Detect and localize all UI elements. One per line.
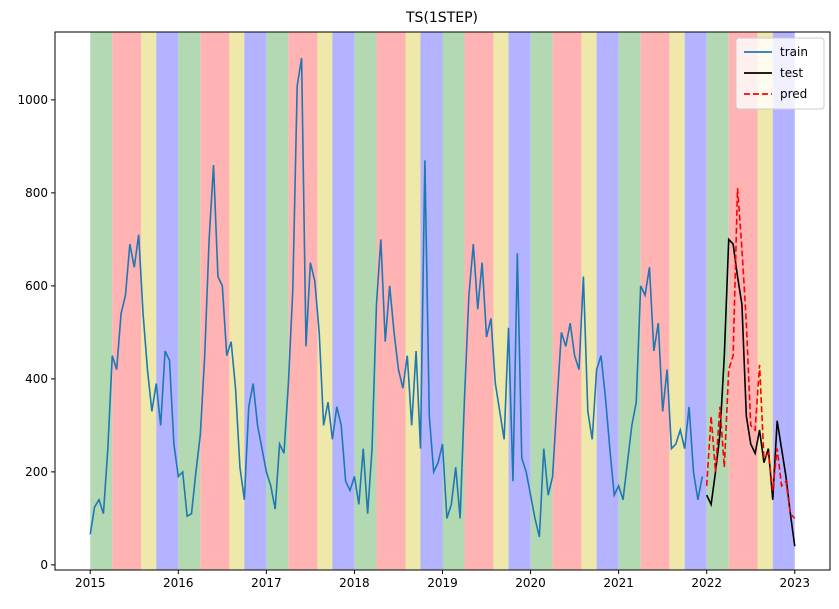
chart-title: TS(1STEP) xyxy=(405,10,478,26)
season-band xyxy=(178,32,201,570)
x-tick-label: 2018 xyxy=(339,576,370,590)
season-band xyxy=(156,32,179,570)
season-band xyxy=(332,32,355,570)
y-tick-label: 400 xyxy=(25,372,48,386)
season-band xyxy=(552,32,582,570)
legend: train test pred xyxy=(735,37,825,110)
series-line xyxy=(705,188,796,519)
season-band xyxy=(508,32,531,570)
x-tick-label: 2016 xyxy=(163,576,194,590)
season-band xyxy=(200,32,230,570)
season-band xyxy=(420,32,443,570)
season-band xyxy=(640,32,670,570)
season-band xyxy=(728,32,758,570)
season-band xyxy=(90,32,113,570)
x-tick-label: 2023 xyxy=(779,576,810,590)
season-band xyxy=(244,32,267,570)
x-tick-label: 2021 xyxy=(603,576,634,590)
legend-label: test xyxy=(780,66,803,80)
season-band xyxy=(141,32,157,570)
x-tick-label: 2019 xyxy=(427,576,458,590)
season-band xyxy=(669,32,685,570)
season-band xyxy=(354,32,377,570)
season-band xyxy=(684,32,707,570)
plot-frame xyxy=(54,31,831,571)
season-band xyxy=(229,32,245,570)
season-band xyxy=(772,32,795,570)
y-tick-label: 0 xyxy=(40,558,48,572)
legend-box xyxy=(735,37,825,110)
season-band xyxy=(596,32,619,570)
season-band xyxy=(618,32,641,570)
legend-label: pred xyxy=(780,87,807,101)
y-tick-label: 200 xyxy=(25,465,48,479)
season-band xyxy=(530,32,553,570)
legend-label: train xyxy=(780,45,808,59)
season-band xyxy=(405,32,421,570)
season-band xyxy=(493,32,509,570)
season-band xyxy=(317,32,333,570)
season-band xyxy=(266,32,289,570)
season-band xyxy=(757,32,773,570)
series-line xyxy=(89,57,704,538)
season-band xyxy=(112,32,142,570)
x-tick-label: 2017 xyxy=(251,576,282,590)
x-tick-label: 2020 xyxy=(515,576,546,590)
y-tick-label: 1000 xyxy=(17,93,48,107)
y-tick-label: 800 xyxy=(25,186,48,200)
season-band xyxy=(442,32,465,570)
season-band xyxy=(706,32,729,570)
series-line xyxy=(705,237,796,547)
x-tick-label: 2022 xyxy=(691,576,722,590)
x-tick-label: 2015 xyxy=(75,576,106,590)
y-tick-label: 600 xyxy=(25,279,48,293)
